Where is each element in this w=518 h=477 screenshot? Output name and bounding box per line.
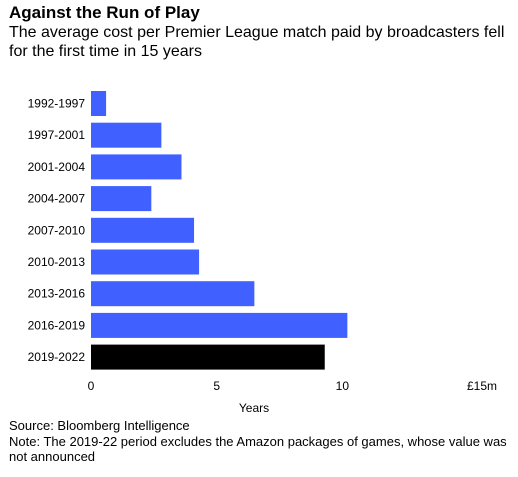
bar-2019-2022: [91, 344, 325, 370]
x-tick-label-10: 10: [336, 379, 350, 393]
bar-2001-2004: [91, 154, 182, 180]
category-label-2013-2016: 2013-2016: [28, 287, 86, 301]
category-label-2004-2007: 2004-2007: [28, 192, 86, 206]
x-tick-label-5: 5: [213, 379, 220, 393]
source-note: Source: Bloomberg Intelligence: [9, 418, 190, 433]
bar-2016-2019: [91, 312, 348, 338]
category-labels: 1992-1997 1997-2001 2001-2004 2004-2007 2007…: [28, 97, 86, 365]
axis-label: Years: [239, 401, 269, 415]
chart-title: Against the Run of Play: [9, 3, 200, 22]
x-tick-label-15: £15m: [467, 379, 497, 393]
category-label-1992-1997: 1992-1997: [28, 97, 86, 111]
category-label-1997-2001: 1997-2001: [28, 128, 86, 142]
bar-2007-2010: [91, 217, 195, 243]
chart-subtitle: The average cost per Premier League matc…: [9, 24, 505, 60]
x-tick-label-0: 0: [88, 379, 95, 393]
category-label-2001-2004: 2001-2004: [28, 160, 86, 174]
category-label-2007-2010: 2007-2010: [28, 223, 86, 237]
category-label-2010-2013: 2010-2013: [28, 255, 86, 269]
category-label-2016-2019: 2016-2019: [28, 318, 86, 332]
bar-2004-2007: [91, 186, 152, 212]
bar-1997-2001: [91, 122, 162, 148]
category-label-2019-2022: 2019-2022: [28, 350, 86, 364]
bar-2010-2013: [91, 249, 200, 275]
bar-1992-1997: [91, 91, 107, 116]
x-tick-labels: 0 5 10 £15m: [88, 379, 497, 393]
bar-2013-2016: [91, 281, 255, 307]
bars-group: [91, 91, 348, 370]
footnote: Note: The 2019-22 period excludes the Am…: [9, 434, 507, 464]
